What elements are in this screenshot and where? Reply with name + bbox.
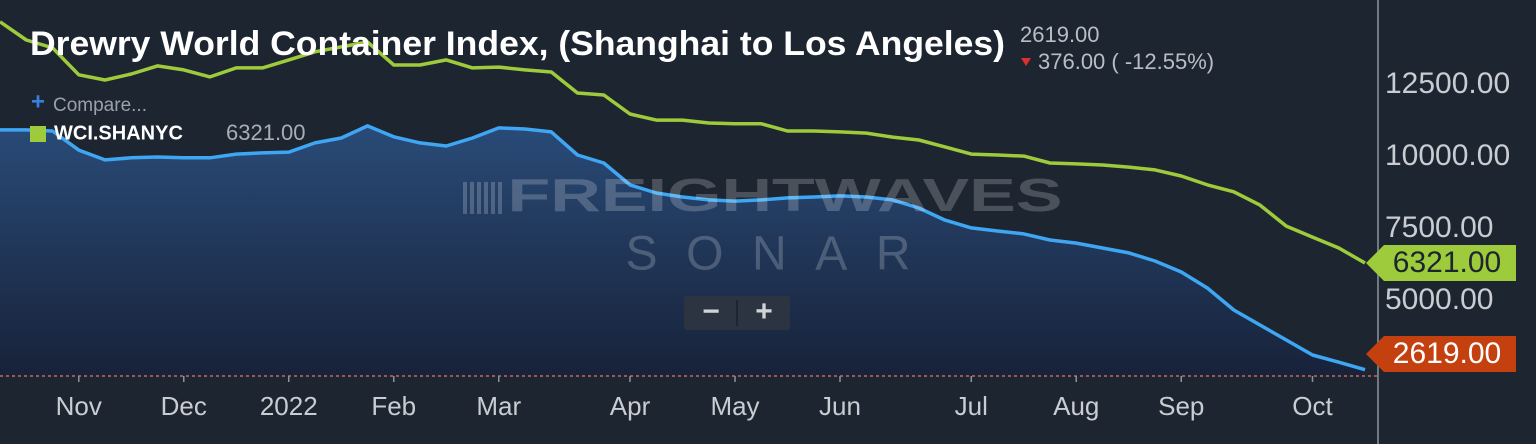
y-tick-label: 12500.00 <box>1385 67 1510 100</box>
legend-label: WCI.SHANYC <box>54 122 183 144</box>
price-tag: 6321.00 <box>1366 245 1516 282</box>
y-tick-label: 7500.00 <box>1385 211 1493 244</box>
x-tick-label: 2022 <box>260 391 318 421</box>
compare-button[interactable]: Compare... <box>53 95 147 116</box>
chart-title: Drewry World Container Index, (Shanghai … <box>30 25 1005 63</box>
zoom-in-button[interactable]: + <box>755 295 773 328</box>
x-tick-label: Mar <box>476 391 521 421</box>
series-line <box>0 20 1366 265</box>
legend-value: 6321.00 <box>226 120 306 145</box>
price-tag-shape <box>1366 245 1516 282</box>
header-change: 376.00 ( -12.55%) <box>1038 49 1214 74</box>
x-tick-label: Dec <box>161 391 207 421</box>
x-tick-label: Jun <box>819 391 861 421</box>
watermark-text: FREIGHTWAVES <box>508 169 1063 221</box>
zoom-out-button[interactable]: − <box>702 295 720 328</box>
price-tag-label: 6321.00 <box>1393 246 1501 279</box>
x-tick-label: Feb <box>371 391 416 421</box>
legend-swatch <box>30 126 46 142</box>
plot-area <box>0 0 1379 444</box>
price-tag-shape <box>1366 336 1516 372</box>
header-value: 2619.00 <box>1020 22 1100 47</box>
series-area <box>0 125 1365 377</box>
x-tick-label: Nov <box>56 391 102 421</box>
series-line <box>0 124 1366 372</box>
x-tick-label: May <box>710 391 759 421</box>
compare-icon[interactable]: + <box>31 88 45 115</box>
legend: WCI.SHANYC 6321.00 <box>30 120 306 145</box>
x-tick-label: Jul <box>955 391 988 421</box>
x-tick-label: Aug <box>1053 391 1099 421</box>
y-tick-label: 10000.00 <box>1385 139 1510 172</box>
x-tick-label: Apr <box>610 391 651 421</box>
zoom-controls: − + <box>684 295 790 330</box>
price-tag: 2619.00 <box>1366 336 1516 372</box>
x-tick-label: Oct <box>1292 391 1333 421</box>
y-tick-label: 5000.00 <box>1385 283 1493 316</box>
x-tick-label: Sep <box>1158 391 1204 421</box>
price-tag-label: 2619.00 <box>1393 337 1501 370</box>
down-arrow <box>1021 58 1031 66</box>
watermark-logo <box>463 182 502 214</box>
